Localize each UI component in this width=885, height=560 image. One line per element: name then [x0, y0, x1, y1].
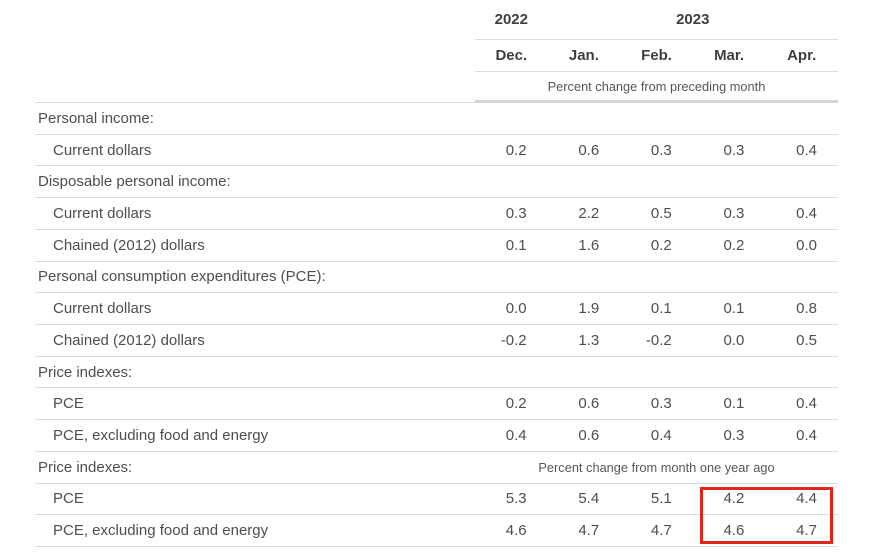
- table-row: Current dollars 0.0 1.9 0.1 0.1 0.8: [35, 293, 838, 326]
- value-cell: 4.4: [765, 484, 838, 516]
- value-cell: 0.4: [765, 420, 838, 452]
- unit-note-row: Percent change from preceding month: [35, 72, 838, 103]
- row-label: PCE, excluding food and energy: [35, 515, 475, 548]
- table-row: Price indexes:: [35, 357, 838, 389]
- row-label: PCE: [35, 484, 475, 516]
- value-cell: 2.2: [547, 198, 621, 230]
- section-label: Price indexes:: [35, 452, 475, 484]
- month-header-dec: Dec.: [475, 40, 548, 72]
- section-label: Disposable personal income:: [35, 166, 838, 199]
- table-row: Personal income:: [35, 103, 838, 135]
- value-cell: 0.4: [475, 420, 548, 452]
- value-cell: 0.5: [620, 198, 693, 230]
- value-cell: 0.4: [765, 135, 838, 167]
- value-cell: 5.4: [547, 484, 621, 516]
- unit-note-top: Percent change from preceding month: [475, 72, 838, 103]
- value-cell: 0.4: [765, 388, 838, 421]
- value-cell: 0.1: [692, 293, 766, 326]
- value-cell: 0.4: [620, 420, 693, 452]
- section-label: Personal consumption expenditures (PCE):: [35, 262, 838, 294]
- row-label: Chained (2012) dollars: [35, 230, 475, 262]
- row-label: PCE: [35, 388, 475, 421]
- value-cell: 5.3: [475, 484, 548, 516]
- value-cell: 4.7: [547, 515, 621, 548]
- value-cell: 0.1: [620, 293, 693, 326]
- value-cell: 0.3: [692, 198, 766, 230]
- value-cell: 0.5: [765, 325, 838, 357]
- value-cell: 0.4: [765, 198, 838, 230]
- row-label: Current dollars: [35, 293, 475, 326]
- value-cell: 0.6: [547, 388, 621, 421]
- table-row: PCE 5.3 5.4 5.1 4.2 4.4: [35, 484, 838, 516]
- value-cell: 0.3: [692, 135, 766, 167]
- value-cell: 0.3: [475, 198, 548, 230]
- section-label: Price indexes:: [35, 357, 838, 389]
- row-label: Current dollars: [35, 198, 475, 230]
- year-row-spacer: [35, 0, 475, 40]
- table-row: PCE, excluding food and energy 4.6 4.7 4…: [35, 515, 838, 548]
- value-cell: 4.7: [765, 515, 838, 548]
- month-header-jan: Jan.: [547, 40, 621, 72]
- value-cell: 0.2: [692, 230, 766, 262]
- unit-note-bottom: Percent change from month one year ago: [475, 452, 838, 484]
- section-label: Personal income:: [35, 103, 838, 135]
- value-cell: 0.8: [765, 293, 838, 326]
- value-cell: -0.2: [620, 325, 693, 357]
- value-cell: 0.2: [475, 388, 548, 421]
- value-cell: 0.6: [547, 135, 621, 167]
- value-cell: 4.2: [692, 484, 766, 516]
- value-cell: -0.2: [475, 325, 548, 357]
- value-cell: 0.3: [620, 388, 693, 421]
- table-row: Disposable personal income:: [35, 166, 838, 199]
- table-row: PCE, excluding food and energy 0.4 0.6 0…: [35, 420, 838, 452]
- value-cell: 1.6: [547, 230, 621, 262]
- table-row: Chained (2012) dollars 0.1 1.6 0.2 0.2 0…: [35, 230, 838, 262]
- value-cell: 0.3: [692, 420, 766, 452]
- value-cell: 0.3: [620, 135, 693, 167]
- row-label: PCE, excluding food and energy: [35, 420, 475, 452]
- month-header-row: Dec. Jan. Feb. Mar. Apr.: [35, 40, 838, 72]
- value-cell: 4.6: [692, 515, 766, 548]
- month-header-feb: Feb.: [620, 40, 693, 72]
- note-row-spacer: [35, 72, 475, 103]
- month-row-spacer: [35, 40, 475, 72]
- income-pce-table: 2022 2023 Dec. Jan. Feb. Mar. Apr. Perce…: [35, 0, 838, 548]
- row-label: Chained (2012) dollars: [35, 325, 475, 357]
- table-row: Current dollars 0.2 0.6 0.3 0.3 0.4: [35, 135, 838, 167]
- month-header-apr: Apr.: [765, 40, 838, 72]
- value-cell: 4.6: [475, 515, 548, 548]
- value-cell: 1.3: [547, 325, 621, 357]
- value-cell: 0.1: [475, 230, 548, 262]
- table-row: Current dollars 0.3 2.2 0.5 0.3 0.4: [35, 198, 838, 230]
- year-label-2022: 2022: [475, 0, 548, 40]
- value-cell: 0.0: [765, 230, 838, 262]
- table-row: Chained (2012) dollars -0.2 1.3 -0.2 0.0…: [35, 325, 838, 357]
- table-row: Personal consumption expenditures (PCE):: [35, 262, 838, 294]
- value-cell: 0.6: [547, 420, 621, 452]
- table-row: Price indexes: Percent change from month…: [35, 452, 838, 484]
- value-cell: 0.0: [475, 293, 548, 326]
- value-cell: 0.1: [692, 388, 766, 421]
- table-row: PCE 0.2 0.6 0.3 0.1 0.4: [35, 388, 838, 421]
- value-cell: 0.2: [620, 230, 693, 262]
- value-cell: 4.7: [620, 515, 693, 548]
- year-header-row: 2022 2023: [35, 0, 838, 40]
- value-cell: 1.9: [547, 293, 621, 326]
- row-label: Current dollars: [35, 135, 475, 167]
- value-cell: 5.1: [620, 484, 693, 516]
- month-header-mar: Mar.: [692, 40, 766, 72]
- value-cell: 0.0: [692, 325, 766, 357]
- year-label-2023: 2023: [547, 0, 838, 40]
- value-cell: 0.2: [475, 135, 548, 167]
